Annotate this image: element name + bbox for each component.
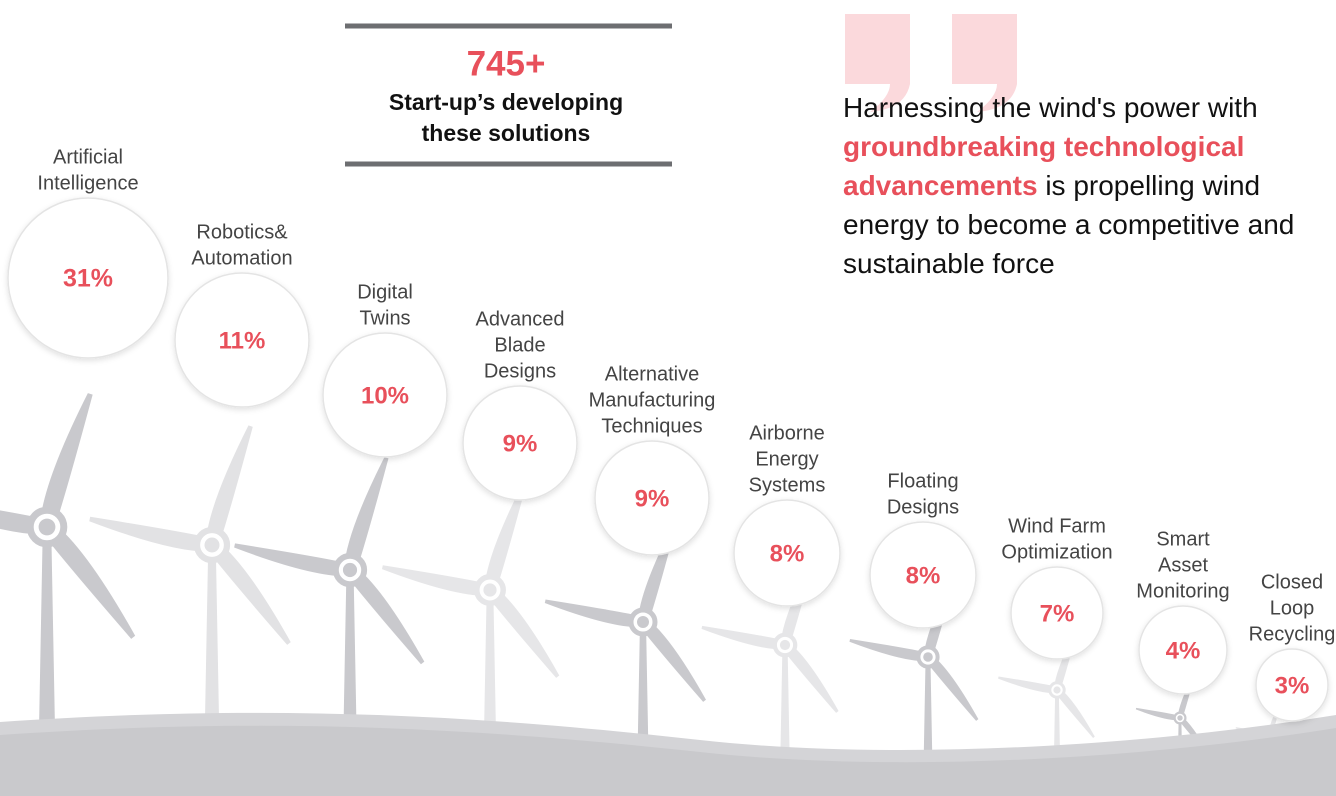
quote-mark — [845, 14, 1017, 112]
item-label: Manufacturing — [589, 389, 716, 411]
item-label: Floating — [887, 470, 958, 492]
item-label: Artificial — [53, 146, 123, 168]
quote-text: is propelling wind energy to become a co… — [843, 170, 1295, 279]
quote-text: Harnessing the wind's power with — [843, 92, 1258, 123]
item-label: Techniques — [601, 415, 702, 437]
bubble-value: 31% — [63, 265, 113, 293]
turbine-blade — [701, 625, 786, 650]
item-label: Advanced — [476, 308, 565, 330]
item-label: Digital — [357, 281, 413, 303]
bubble-value: 11% — [219, 327, 266, 354]
stat-value: 745+ — [467, 44, 546, 83]
bubble — [1138, 605, 1228, 695]
bubble-value: 7% — [1040, 600, 1075, 627]
turbine-blade — [89, 516, 214, 552]
turbine-blade — [998, 676, 1058, 694]
turbine-tower — [342, 570, 358, 759]
item-label: Energy — [755, 448, 818, 470]
item-label: Smart — [1156, 528, 1210, 550]
bubble-value: 10% — [361, 382, 409, 409]
item-label: Optimization — [1001, 541, 1112, 563]
turbine-hub — [483, 583, 497, 597]
item-label: Recycling — [1249, 623, 1336, 645]
turbine-hub — [1053, 686, 1061, 694]
turbine-blade — [638, 618, 706, 702]
turbine-blade — [849, 638, 929, 662]
item-label: Alternative — [605, 363, 700, 385]
turbine-blade — [1054, 688, 1095, 738]
item-label: Intelligence — [37, 172, 138, 194]
turbine-hub — [1177, 715, 1183, 721]
turbine-tower — [38, 527, 56, 751]
bubble-value: 3% — [1275, 672, 1310, 699]
bubble-value: 4% — [1166, 637, 1201, 664]
bubble-value: 8% — [770, 540, 805, 567]
item-label: Asset — [1158, 554, 1208, 576]
stat-label: Start-up’s developing — [389, 89, 623, 115]
turbine-blade — [41, 522, 136, 639]
turbine-blade — [484, 484, 526, 592]
turbine-blade — [0, 495, 49, 535]
bubble — [462, 385, 578, 501]
turbine-hub — [779, 639, 791, 651]
item-label: Automation — [191, 247, 292, 269]
turbine-blade — [381, 565, 492, 596]
item-label: Loop — [1270, 597, 1315, 619]
item-label: Monitoring — [1136, 580, 1229, 602]
item-label: Twins — [359, 307, 410, 329]
turbine-blade — [206, 540, 291, 645]
turbine-blade — [343, 457, 389, 572]
turbine-tower — [204, 545, 220, 745]
bubble — [733, 499, 841, 607]
stat-label: these solutions — [422, 120, 591, 146]
turbine-blade — [485, 586, 560, 678]
item-label: Closed — [1261, 571, 1323, 593]
turbine-hub — [923, 652, 933, 662]
turbine-hub — [38, 518, 56, 536]
item-label: Airborne — [749, 422, 825, 444]
bubble — [594, 440, 710, 556]
bubble — [1010, 566, 1104, 660]
item-label: Wind Farm — [1008, 515, 1106, 537]
bubble-value: 9% — [635, 485, 670, 512]
turbine-hub — [204, 537, 220, 553]
quote: Harnessing the wind's power with groundb… — [843, 88, 1333, 283]
item-label: Robotics& — [196, 221, 288, 243]
turbine-blade — [234, 543, 352, 577]
bubbles: 31% Artificial Intelligence 11% Robotics&Aut… — [7, 146, 1336, 722]
turbine-blade — [344, 566, 425, 665]
bubble — [1255, 648, 1329, 722]
bubble — [174, 272, 310, 408]
turbine-blade — [544, 599, 645, 628]
turbine-blade — [924, 654, 979, 721]
item-label: Designs — [484, 360, 556, 382]
bubble — [7, 197, 169, 359]
turbine-blade — [39, 393, 93, 530]
quote-highlight: groundbreaking technological advancement… — [843, 131, 1245, 201]
turbine-hub — [342, 562, 358, 578]
turbine-blade — [781, 642, 839, 713]
ground — [0, 725, 1336, 796]
item-label: Systems — [749, 474, 826, 496]
item-label: Blade — [494, 334, 545, 356]
bubble — [869, 521, 977, 629]
bubble-value: 9% — [503, 430, 538, 457]
bubble — [322, 332, 448, 458]
turbine-blade — [1135, 707, 1181, 721]
bubble-value: 8% — [906, 562, 941, 589]
turbine-hub — [637, 616, 649, 628]
turbine-blade — [205, 425, 253, 548]
item-label: Designs — [887, 496, 959, 518]
